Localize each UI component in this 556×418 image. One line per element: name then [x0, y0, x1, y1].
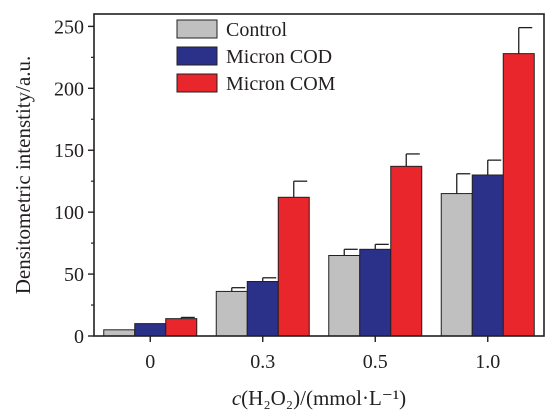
- x-axis-label-variable: c: [232, 386, 242, 410]
- bar-control-0.5: [328, 255, 361, 337]
- x-axis-label-unit: (H₂O₂)/(mmol·L⁻¹): [241, 386, 406, 410]
- bar-micron-com-1.0: [502, 53, 535, 337]
- legend-swatch-micron-cod: [176, 46, 218, 66]
- bar-micron-com-0: [165, 318, 198, 337]
- bar-micron-cod-1.0: [471, 174, 504, 337]
- bar-control-0.3: [215, 290, 248, 337]
- y-tick-label-50: 50: [64, 264, 84, 286]
- legend-label-control: Control: [226, 19, 288, 41]
- plot-frame: [93, 13, 545, 337]
- bar-micron-cod-0.3: [246, 281, 279, 337]
- bar-micron-cod-0.5: [359, 248, 392, 337]
- y-tick-label-200: 200: [54, 78, 84, 100]
- bar-micron-com-0.5: [390, 165, 423, 337]
- y-tick-label-250: 250: [54, 16, 84, 38]
- x-axis: 0 0.3 0.5 1.0: [145, 336, 500, 373]
- bar-control-1.0: [440, 193, 473, 337]
- bar-control-0: [103, 329, 136, 337]
- x-tick-label-1.0: 1.0: [475, 351, 500, 373]
- bar-micron-com-0.3: [277, 196, 310, 337]
- y-axis-label: Densitometric intenstity/a.u.: [11, 56, 35, 295]
- x-tick-label-0.3: 0.3: [250, 351, 275, 373]
- legend-swatch-control: [176, 19, 218, 39]
- legend-swatch-micron-com: [176, 73, 218, 93]
- error-bars-layer: [180, 26, 533, 319]
- bar-micron-cod-0: [134, 323, 167, 337]
- bars-layer: [103, 53, 535, 337]
- legend: Control Micron COD Micron COM: [176, 19, 336, 95]
- x-axis-label: c(H₂O₂)/(mmol·L⁻¹): [232, 386, 406, 410]
- y-axis: 0 50 100 150 200 250: [54, 16, 94, 348]
- legend-label-micron-com: Micron COM: [226, 73, 336, 95]
- x-tick-label-0: 0: [145, 351, 155, 373]
- y-tick-label-0: 0: [74, 326, 84, 348]
- y-tick-label-150: 150: [54, 140, 84, 162]
- x-tick-label-0.5: 0.5: [363, 351, 388, 373]
- legend-label-micron-cod: Micron COD: [226, 46, 332, 68]
- y-tick-label-100: 100: [54, 202, 84, 224]
